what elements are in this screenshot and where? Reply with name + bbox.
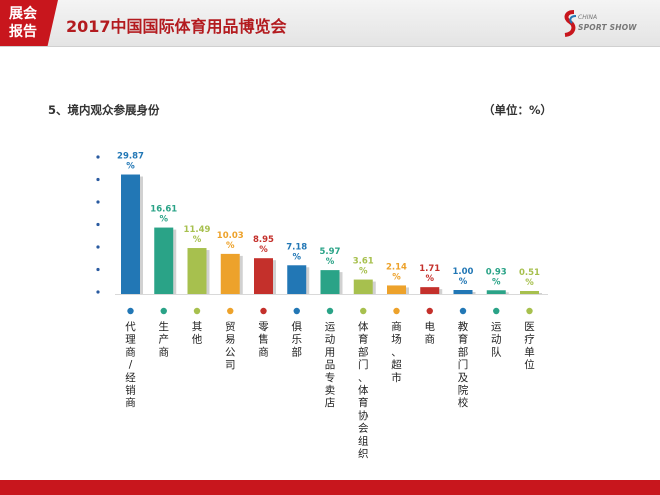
bar-shadow	[140, 176, 143, 294]
bar	[121, 174, 140, 294]
category-marker	[260, 307, 267, 315]
category-marker	[127, 307, 134, 315]
data-label: 8.95%	[253, 235, 274, 255]
bar-shadow	[206, 250, 210, 294]
data-label: 10.03%	[217, 231, 244, 251]
bar-shadow	[472, 292, 476, 294]
category-label: 运动队	[491, 321, 502, 358]
logo-line1: CHINA	[578, 14, 598, 21]
bar-shadow	[439, 289, 443, 294]
data-label: 5.97%	[320, 247, 341, 267]
bar-chart: 29.87 % 代理商/经销商 16.61 % 生产商 11.49 % 其他 10.03 % 贸易公司…	[96, 152, 548, 460]
china-sport-show-logo: CHINA SPORT SHOW	[562, 10, 642, 40]
category-label: 其他	[192, 321, 203, 346]
bar-shadow	[406, 287, 409, 294]
bar-shadow	[273, 260, 276, 294]
category-marker	[160, 307, 167, 315]
data-label: 3.61%	[353, 257, 374, 277]
category-marker	[293, 307, 300, 315]
bar	[220, 253, 240, 294]
report-badge: 展会 报告	[0, 0, 58, 46]
bar-shadow	[339, 272, 343, 294]
data-label: 0.51%	[519, 268, 540, 288]
axis-dot	[96, 155, 100, 159]
axis-dot	[96, 290, 100, 294]
category-marker	[426, 307, 433, 315]
axis-dot	[96, 222, 100, 227]
category-label: 贸易公司	[225, 321, 236, 371]
category-marker	[459, 307, 467, 315]
category-marker	[493, 307, 500, 315]
bar	[387, 285, 406, 294]
data-label: 7.18%	[286, 242, 307, 262]
bar-shadow	[372, 281, 376, 294]
bar	[353, 279, 373, 294]
data-label: 1.71%	[419, 264, 440, 284]
badge-line1: 展会	[9, 6, 37, 22]
bar	[320, 270, 340, 294]
category-marker	[326, 307, 334, 315]
axis-dot	[96, 200, 100, 204]
data-label: 16.61%	[150, 205, 177, 225]
bar-shadow	[306, 267, 310, 294]
bar	[453, 290, 473, 294]
category-label: 教育部门及院校	[458, 320, 469, 409]
data-label: 2.14%	[386, 262, 407, 282]
category-label: 商场、超市	[391, 320, 402, 384]
bar	[287, 265, 307, 294]
logo-line2: SPORT SHOW	[578, 23, 637, 32]
category-label: 体育部门、体育协会组织	[358, 321, 369, 460]
logo-mark-icon	[564, 10, 577, 37]
category-label: 运动用品专卖店	[325, 321, 336, 409]
bar	[486, 290, 506, 294]
data-label: 29.87%	[117, 152, 144, 172]
category-label: 医疗单位	[524, 321, 535, 371]
page-title: 2017中国国际体育用品博览会	[66, 17, 287, 36]
bar	[154, 227, 174, 294]
bar-shadow	[505, 292, 509, 294]
category-marker	[360, 307, 367, 315]
data-label: 1.00%	[453, 267, 474, 287]
category-label: 生产商	[159, 320, 170, 358]
badge-line2: 报告	[9, 24, 37, 40]
category-label: 代理商/经销商	[125, 321, 136, 409]
bar	[187, 248, 207, 294]
bar	[420, 287, 440, 294]
category-marker	[193, 307, 201, 315]
section-title: 5、境内观众参展身份	[48, 103, 160, 117]
bar-shadow	[173, 229, 177, 294]
category-marker	[526, 307, 533, 315]
bar	[254, 258, 273, 294]
category-marker	[393, 307, 400, 315]
category-label: 俱乐部	[292, 320, 303, 358]
category-marker	[227, 307, 234, 315]
axis-dot	[96, 177, 100, 182]
axis-dot	[96, 267, 100, 272]
axis-dot	[96, 245, 100, 249]
unit-label: （单位：%）	[482, 103, 552, 117]
data-label: 0.93%	[486, 267, 507, 287]
category-label: 电商	[425, 320, 436, 346]
data-label: 11.49%	[184, 225, 211, 245]
footer-bar	[0, 480, 660, 495]
bar-shadow	[239, 255, 243, 294]
bar	[520, 291, 539, 294]
bar-shadow	[539, 293, 542, 294]
category-label: 零售商	[258, 321, 269, 358]
header-bar: 展会 报告 2017中国国际体育用品博览会 CHINA SPORT SHOW	[0, 0, 660, 47]
